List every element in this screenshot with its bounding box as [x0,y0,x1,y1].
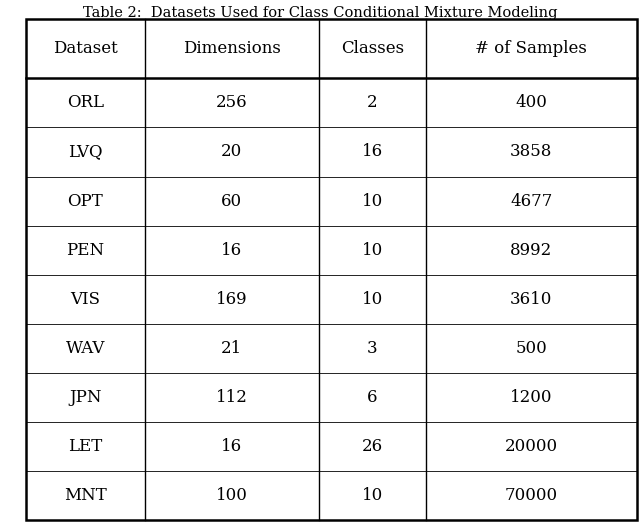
Text: 60: 60 [221,192,243,210]
Text: LET: LET [68,438,102,455]
Text: 16: 16 [221,242,243,259]
Text: 4677: 4677 [510,192,552,210]
Text: 21: 21 [221,340,243,357]
Text: 169: 169 [216,291,248,308]
Text: LVQ: LVQ [68,143,102,161]
Text: 256: 256 [216,94,248,111]
Text: 10: 10 [362,192,383,210]
Text: 16: 16 [221,438,243,455]
Text: OPT: OPT [67,192,103,210]
Text: 1200: 1200 [510,389,552,406]
Text: 10: 10 [362,291,383,308]
Text: Classes: Classes [341,40,404,58]
Text: 500: 500 [515,340,547,357]
Text: Dimensions: Dimensions [183,40,281,58]
Text: 3610: 3610 [510,291,552,308]
Text: JPN: JPN [69,389,102,406]
Text: 100: 100 [216,487,248,504]
Text: 112: 112 [216,389,248,406]
Text: 10: 10 [362,242,383,259]
Text: 20: 20 [221,143,243,161]
Text: # of Samples: # of Samples [476,40,588,58]
Text: Table 2:  Datasets Used for Class Conditional Mixture Modeling: Table 2: Datasets Used for Class Conditi… [83,6,557,20]
Text: MNT: MNT [64,487,107,504]
Text: Dataset: Dataset [53,40,118,58]
Text: ORL: ORL [67,94,104,111]
Text: 3: 3 [367,340,378,357]
Text: 6: 6 [367,389,378,406]
Text: 16: 16 [362,143,383,161]
Text: PEN: PEN [66,242,104,259]
Text: 3858: 3858 [510,143,552,161]
Text: 26: 26 [362,438,383,455]
Text: 400: 400 [515,94,547,111]
Text: 70000: 70000 [505,487,558,504]
Text: 8992: 8992 [510,242,552,259]
Text: WAV: WAV [65,340,105,357]
Text: 10: 10 [362,487,383,504]
Text: 20000: 20000 [505,438,558,455]
Text: VIS: VIS [70,291,100,308]
Text: 2: 2 [367,94,378,111]
